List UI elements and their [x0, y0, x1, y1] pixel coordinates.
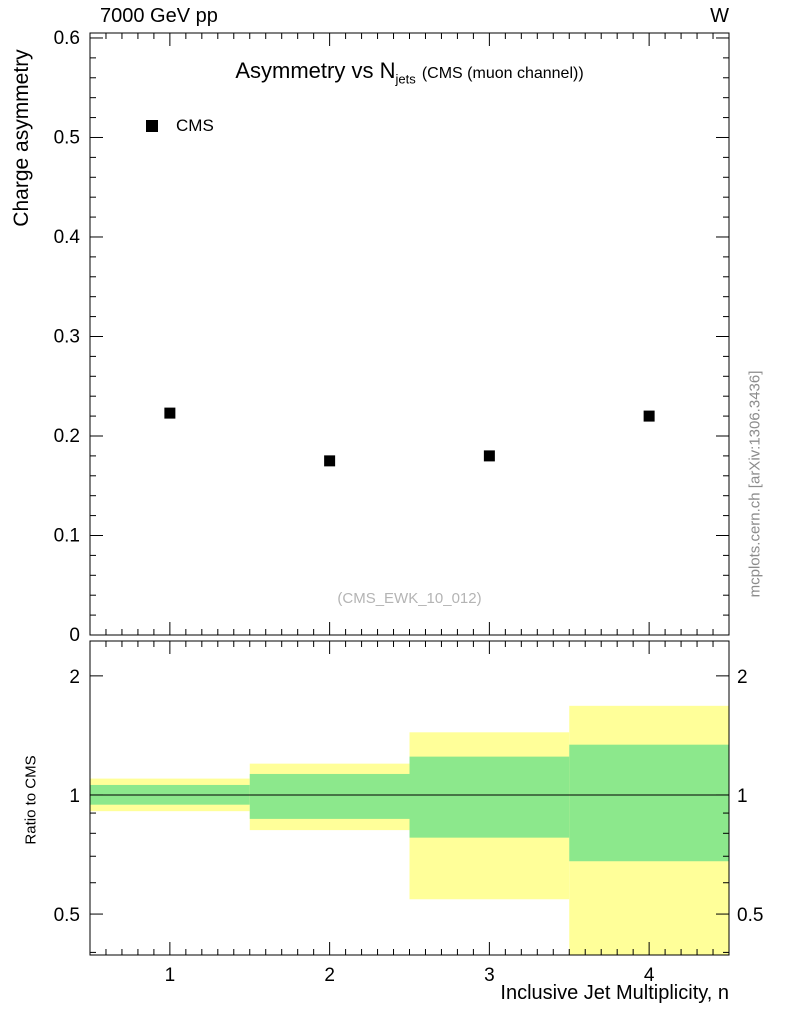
x-axis-title: Inclusive Jet Multiplicity, n	[500, 982, 729, 1004]
legend-marker-square-icon	[146, 120, 158, 132]
ratio-y-tick-label: 1	[69, 786, 80, 807]
data-point	[643, 410, 655, 422]
x-tick-label: 4	[644, 965, 655, 986]
top-y-tick-label: 0.1	[54, 525, 80, 546]
reference-watermark: mcplots.cern.ch [arXiv:1306.3436]	[746, 370, 764, 598]
ratio-band-inner-uncertainty	[409, 756, 570, 838]
top-y-tick-label: 0.4	[54, 227, 81, 248]
ratio-band-inner-uncertainty	[249, 773, 410, 819]
process-label: W	[710, 5, 729, 27]
plot-title-detail: (CMS (muon channel))	[421, 65, 584, 82]
ratio-y-tick-label: 2	[737, 667, 748, 688]
legend-label: CMS	[176, 116, 214, 135]
plot-title-main: Asymmetry vs N	[235, 58, 396, 83]
bottom-y-axis-title: Ratio to CMS	[22, 755, 40, 845]
ratio-y-tick-label: 1	[737, 786, 748, 807]
top-y-axis-title: Charge asymmetry	[10, 49, 33, 227]
top-y-tick-label: 0.6	[54, 28, 80, 49]
x-tick-label: 2	[324, 965, 335, 986]
beam-energy-label: 7000 GeV pp	[100, 5, 218, 27]
ratio-y-tick-label: 2	[69, 667, 80, 688]
top-y-tick-label: 0.5	[54, 127, 80, 148]
ratio-y-tick-label: 0.5	[737, 905, 763, 926]
analysis-id-watermark: (CMS_EWK_10_012)	[337, 590, 482, 607]
plot-title: Asymmetry vs Njets (CMS (muon channel))	[90, 58, 729, 86]
top-y-tick-label: 0.3	[54, 326, 80, 347]
x-tick-label: 3	[484, 965, 495, 986]
x-tick-label: 1	[165, 965, 176, 986]
ratio-band-inner-uncertainty	[569, 744, 729, 862]
data-point	[324, 455, 336, 467]
plot-title-subscript: jets	[395, 71, 416, 87]
top-y-tick-label: 0.2	[54, 426, 80, 447]
data-point	[483, 450, 495, 462]
ratio-y-tick-label: 0.5	[54, 905, 80, 926]
top-y-tick-label: 0	[69, 625, 80, 646]
data-point	[164, 407, 176, 419]
legend: CMS	[146, 116, 214, 136]
